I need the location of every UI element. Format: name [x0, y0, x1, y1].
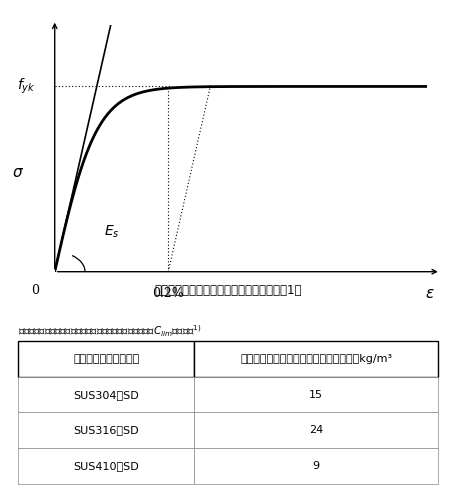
Text: 図－１　ステンレス鉄筋の降伏強度の定義1）: 図－１ ステンレス鉄筋の降伏強度の定義1）	[154, 284, 301, 297]
Text: $\varepsilon$: $\varepsilon$	[424, 287, 433, 300]
Text: $f_{yk}$: $f_{yk}$	[17, 77, 35, 96]
Text: $\sigma$: $\sigma$	[12, 166, 25, 180]
Text: 0.2%: 0.2%	[152, 287, 184, 299]
Text: 0: 0	[31, 284, 40, 297]
Text: $E_s$: $E_s$	[104, 224, 119, 241]
Text: 表－１　ステンレス鉄筋の腐食発生限界塩化物イオン濃度$C_{lim}$の推奨値$^{1)}$: 表－１ ステンレス鉄筋の腐食発生限界塩化物イオン濃度$C_{lim}$の推奨値$…	[18, 324, 201, 339]
